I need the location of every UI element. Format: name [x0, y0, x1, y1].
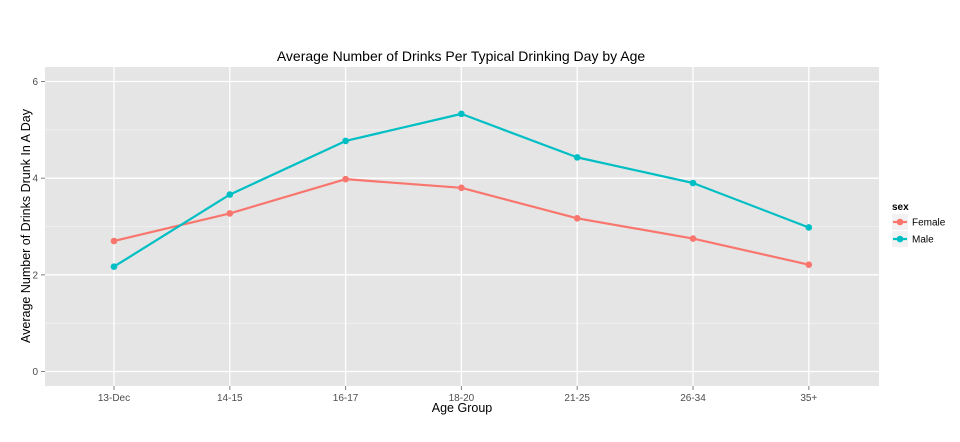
data-point-female	[573, 214, 581, 222]
x-tick-label: 35+	[800, 393, 817, 404]
legend-label: Female	[912, 218, 946, 229]
data-point-male	[805, 224, 813, 231]
x-tick-label: 16-17	[333, 393, 359, 404]
data-point-female	[226, 210, 234, 217]
x-tick-label: 26-34	[680, 393, 706, 404]
y-tick-label: 6	[32, 77, 38, 88]
y-axis-title: Average Number of Drinks Drunk In A Day	[19, 108, 33, 343]
data-point-female	[342, 175, 349, 183]
y-tick-label: 4	[32, 174, 38, 185]
data-point-male	[342, 137, 349, 145]
legend-title: sex	[892, 202, 909, 213]
data-point-female	[110, 237, 118, 245]
legend: sex Female Male	[892, 202, 946, 247]
x-tick-label: 21-25	[564, 393, 590, 404]
legend-item: Female	[892, 214, 946, 230]
x-tick-label: 14-15	[217, 393, 243, 404]
x-tick-label: 13-Dec	[98, 393, 130, 404]
data-point-male	[458, 110, 465, 118]
data-point-female	[805, 261, 813, 268]
data-point-male	[573, 154, 581, 161]
series-layer	[110, 110, 813, 270]
legend-key-point	[896, 235, 904, 243]
data-point-female	[458, 184, 465, 192]
legend-key-point	[896, 218, 904, 226]
y-axis: 0 2 4 6	[32, 77, 45, 378]
data-point-male	[110, 263, 118, 270]
x-axis: 13-Dec 14-15 16-17 18-20 21-25 26-34 35+	[98, 386, 817, 404]
data-point-female	[689, 235, 697, 242]
x-axis-title: Age Group	[432, 401, 493, 415]
x-tick-label: 18-20	[449, 393, 475, 404]
y-tick-label: 2	[32, 270, 38, 281]
y-tick-label: 0	[32, 367, 38, 378]
data-point-male	[689, 179, 697, 187]
legend-label: Male	[912, 235, 934, 246]
chart-title: Average Number of Drinks Per Typical Dri…	[277, 48, 646, 64]
legend-item: Male	[892, 231, 934, 247]
data-point-male	[226, 191, 234, 198]
